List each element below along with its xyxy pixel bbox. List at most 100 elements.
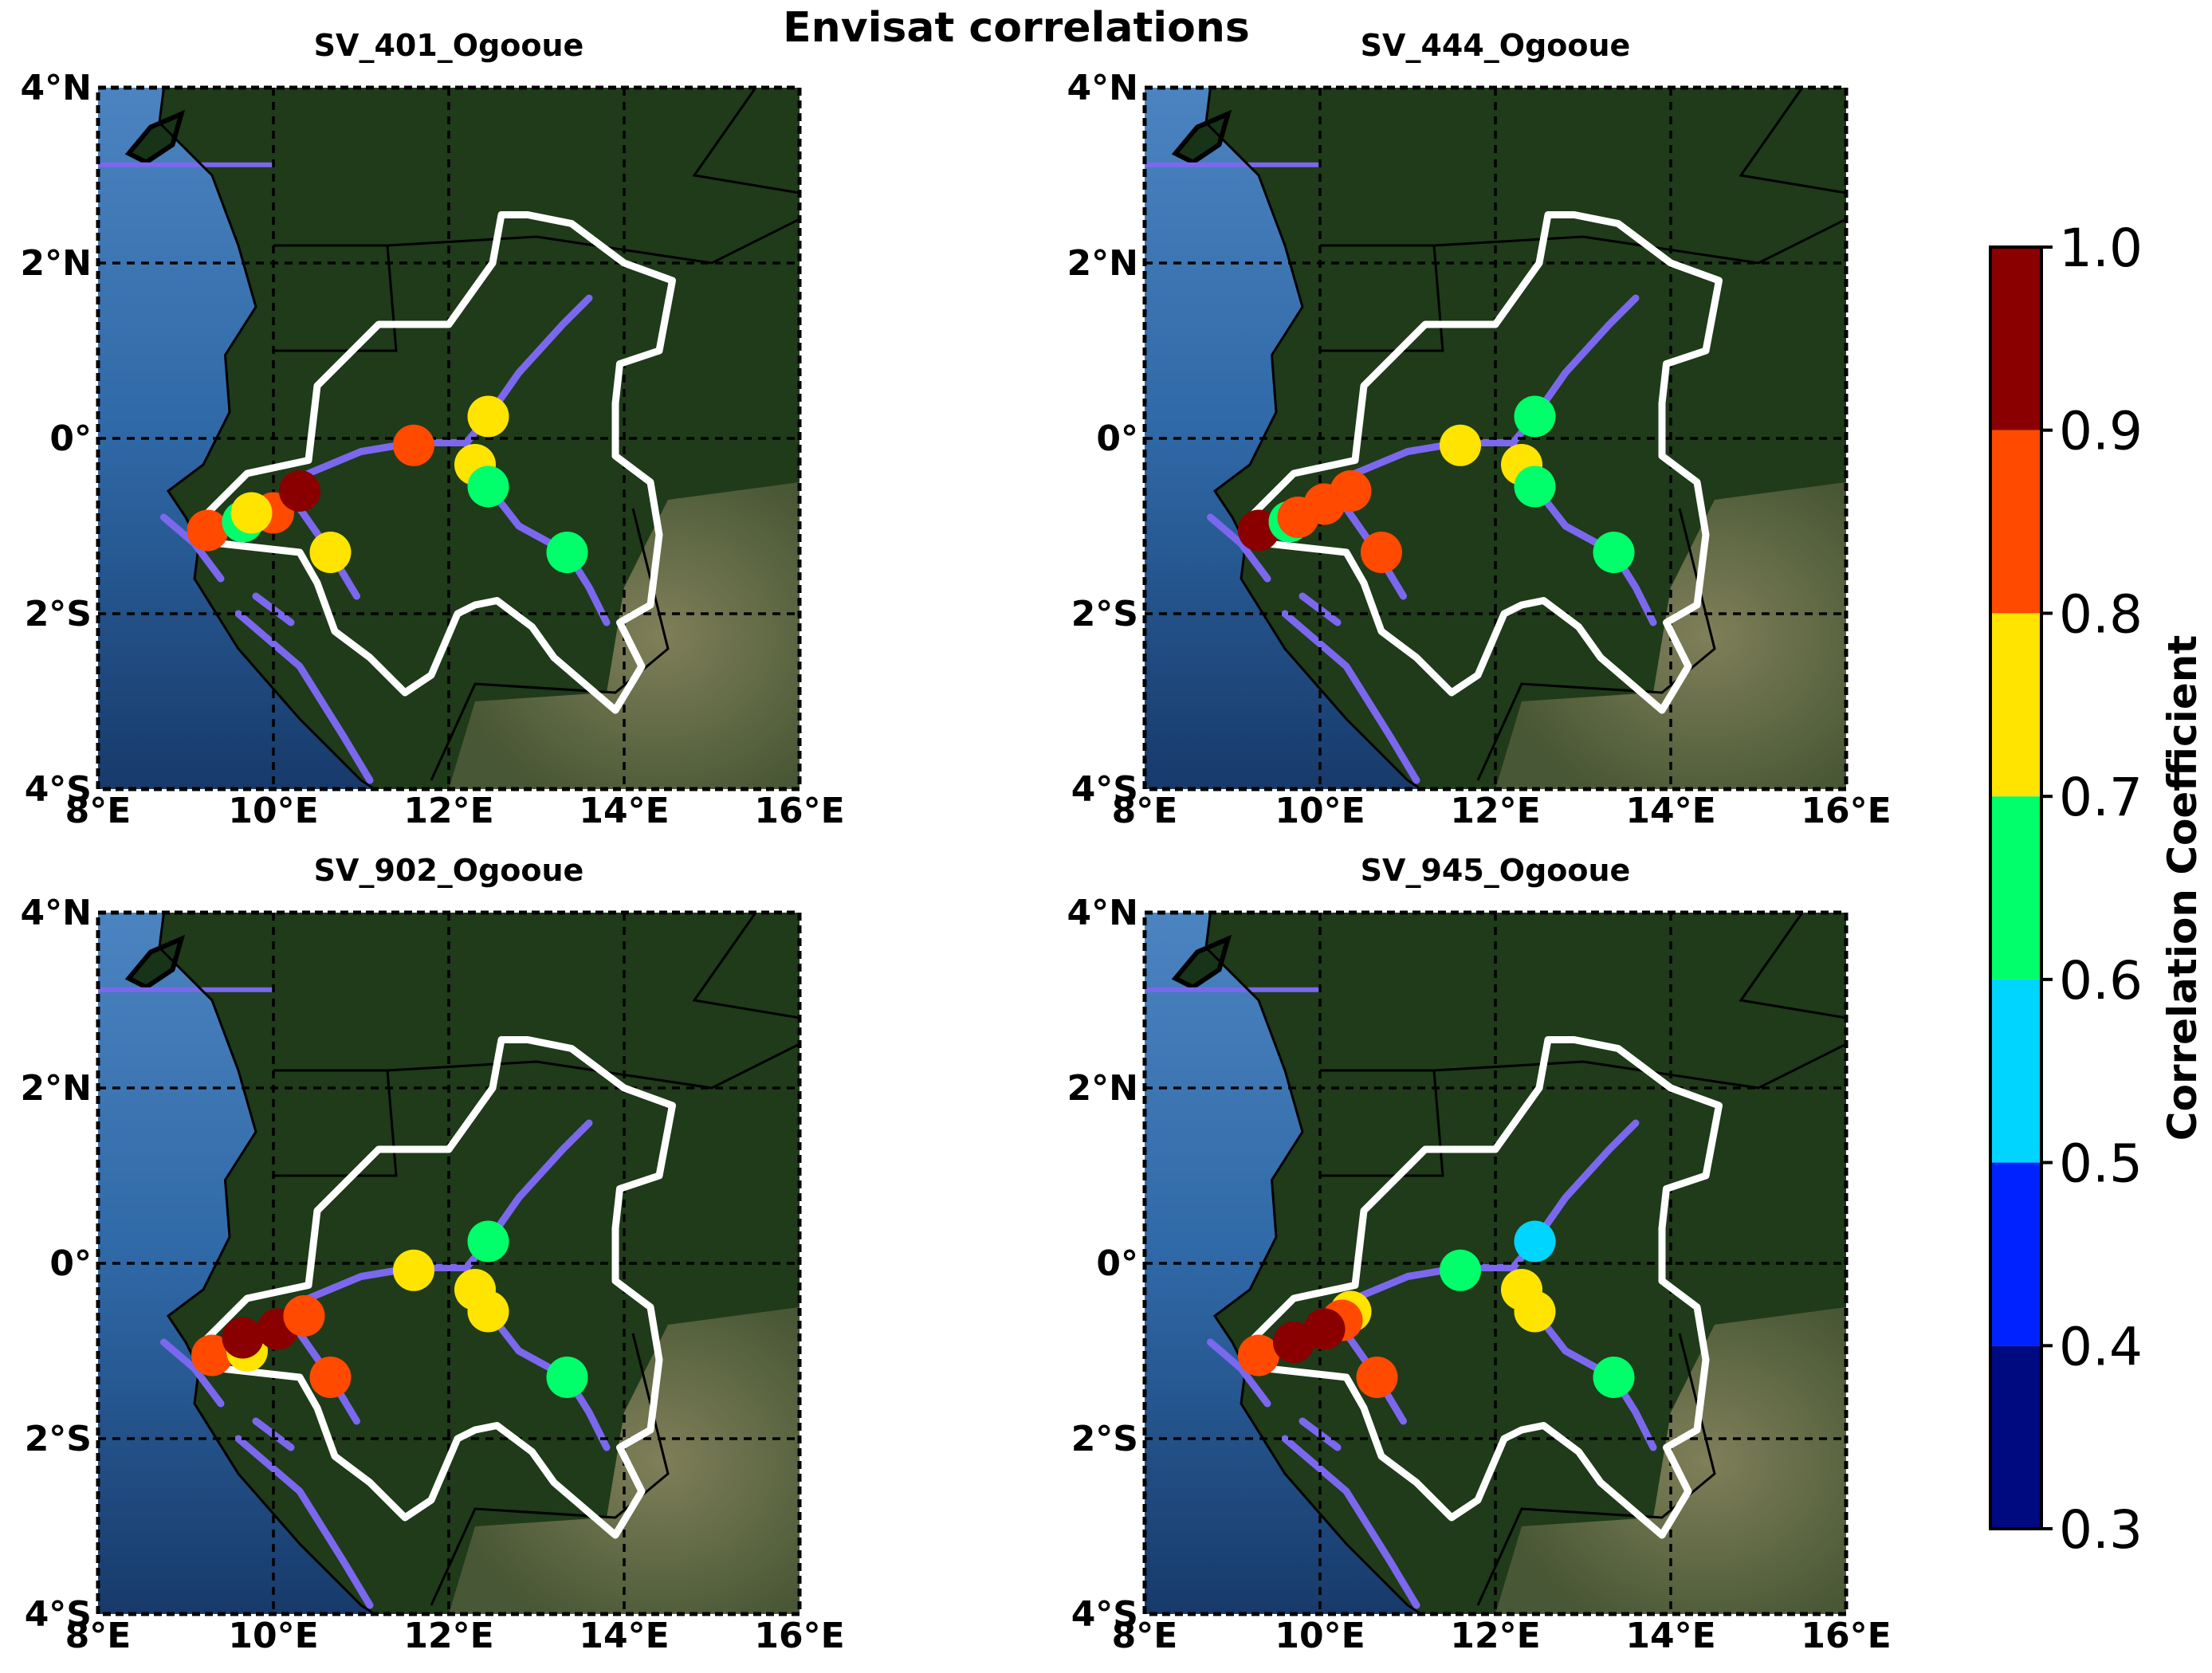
y-tick-label: 4°N	[1067, 68, 1138, 108]
x-tick-label: 10°E	[228, 791, 318, 831]
country-border	[692, 913, 800, 1019]
map-basemap	[1145, 88, 1846, 789]
y-tick-label: 2°N	[1067, 243, 1138, 284]
colorbar-tick-label: 0.8	[2059, 583, 2143, 645]
map-basemap	[1145, 913, 1846, 1614]
coastline	[1204, 88, 1422, 789]
country-border	[430, 508, 670, 781]
station-marker	[467, 395, 509, 438]
y-tick-label: 2°N	[21, 1068, 92, 1109]
colorbar-tick-label: 0.3	[2059, 1499, 2143, 1561]
basin-outline	[195, 1036, 676, 1539]
station-marker	[1593, 532, 1635, 573]
station-marker	[393, 424, 434, 466]
y-tick-label: 4°N	[21, 68, 92, 108]
y-tick-label: 0°	[1096, 1243, 1138, 1284]
station-marker	[309, 532, 352, 573]
station-marker	[191, 1334, 233, 1376]
colorbar-tick-label: 0.4	[2059, 1316, 2143, 1377]
basin-outline	[1242, 1036, 1723, 1539]
colorbar-label: Correlation Coefficient	[2159, 635, 2206, 1141]
map-frame	[1142, 85, 1849, 791]
map-panel: SV_902_Ogooue 8°E 10°E 12°E 14°E 16°E 4°N 2°N 0°…	[21, 853, 845, 1656]
river	[1207, 513, 1271, 583]
y-tick-label: 4°N	[21, 893, 92, 933]
station-marker	[1330, 470, 1372, 512]
x-tick-label: 14°E	[579, 1616, 669, 1656]
x-tick-label: 12°E	[403, 791, 493, 831]
coastline	[1204, 913, 1422, 1614]
map-basemap	[98, 88, 800, 789]
map-panel: SV_401_Ogooue 8°E 10°E 12°E 14°E 16°E 4°N 2°N 0°…	[21, 28, 845, 831]
y-tick-label: 4°N	[1067, 893, 1138, 933]
y-tick-label: 2°N	[21, 243, 92, 284]
colorbar-tick-label: 0.9	[2059, 401, 2143, 462]
map-panel: SV_444_Ogooue 8°E 10°E 12°E 14°E 16°E 4°N 2°N 0°…	[1067, 28, 1892, 831]
station-marker	[467, 1220, 509, 1263]
map-frame	[1142, 910, 1849, 1616]
y-tick-label: 4°S	[25, 1594, 92, 1635]
country-border	[1320, 1069, 1444, 1177]
station-marker	[467, 465, 509, 508]
y-tick-label: 2°S	[1071, 1419, 1138, 1459]
x-tick-label: 8°E	[65, 791, 132, 831]
x-tick-label: 8°E	[65, 1616, 132, 1656]
country-border	[1320, 244, 1444, 352]
station-marker	[230, 492, 273, 534]
station-marker	[283, 1295, 325, 1337]
station-marker	[279, 470, 320, 512]
colorbar-bin	[1990, 613, 2041, 797]
colorbar-tick-label: 1.0	[2059, 218, 2143, 279]
x-tick-label: 10°E	[1275, 791, 1365, 831]
river	[234, 1435, 374, 1609]
colorbar-bins	[1990, 247, 2041, 1529]
colorbar-bin	[1990, 1162, 2041, 1346]
x-tick-label: 14°E	[579, 791, 669, 831]
coastline	[158, 88, 375, 789]
y-tick-label: 2°S	[1071, 594, 1138, 634]
station-marker	[1514, 1220, 1556, 1263]
river	[1281, 1435, 1420, 1609]
colorbar-bin	[1990, 1345, 2041, 1529]
station-marker	[1514, 395, 1556, 438]
station-marker	[546, 532, 588, 573]
country-border	[692, 88, 800, 194]
y-tick-label: 4°S	[25, 769, 92, 810]
station-marker	[1303, 1308, 1346, 1350]
station-marker	[1238, 1334, 1279, 1376]
country-border	[1476, 508, 1716, 781]
river	[1281, 610, 1420, 784]
island	[124, 934, 186, 990]
colorbar-bin	[1990, 979, 2041, 1163]
colorbar-frame	[1989, 245, 2043, 1530]
panel-title: SV_444_Ogooue	[1361, 28, 1631, 63]
panel-title: SV_902_Ogooue	[314, 853, 584, 888]
country-border	[273, 1069, 398, 1177]
station-marker	[1593, 1357, 1635, 1398]
station-marker	[1356, 1357, 1398, 1398]
figure-title: Envisat correlations	[783, 4, 1250, 52]
island	[124, 109, 186, 165]
x-tick-label: 14°E	[1625, 1616, 1715, 1656]
x-tick-label: 12°E	[1450, 791, 1540, 831]
basin-outline	[195, 211, 676, 714]
y-tick-label: 4°S	[1071, 769, 1138, 810]
station-marker	[546, 1357, 588, 1398]
island	[1171, 934, 1232, 990]
station-marker	[393, 1249, 434, 1291]
colorbar-bin	[1990, 247, 2041, 430]
panel-title: SV_945_Ogooue	[1361, 853, 1631, 888]
colorbar-bin	[1990, 430, 2041, 614]
river	[234, 610, 374, 784]
map-frame	[96, 910, 802, 1616]
station-marker	[222, 1317, 264, 1359]
map-frame	[96, 85, 802, 791]
x-tick-label: 12°E	[1450, 1616, 1540, 1656]
x-tick-label: 14°E	[1625, 791, 1715, 831]
y-tick-label: 0°	[49, 418, 92, 459]
panel-title: SV_401_Ogooue	[314, 28, 584, 63]
x-tick-label: 8°E	[1112, 791, 1178, 831]
x-tick-label: 16°E	[754, 791, 844, 831]
coastline	[158, 913, 375, 1614]
